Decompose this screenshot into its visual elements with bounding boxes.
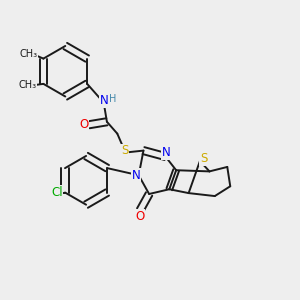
Text: N: N xyxy=(162,146,170,160)
Text: S: S xyxy=(200,152,207,165)
Text: N: N xyxy=(132,169,141,182)
Text: N: N xyxy=(100,94,108,107)
Text: Cl: Cl xyxy=(51,186,63,199)
Text: CH₃: CH₃ xyxy=(20,49,38,59)
Text: CH₃: CH₃ xyxy=(18,80,36,90)
Text: S: S xyxy=(121,144,128,158)
Text: H: H xyxy=(109,94,116,103)
Text: O: O xyxy=(136,210,145,223)
Text: O: O xyxy=(79,118,88,131)
